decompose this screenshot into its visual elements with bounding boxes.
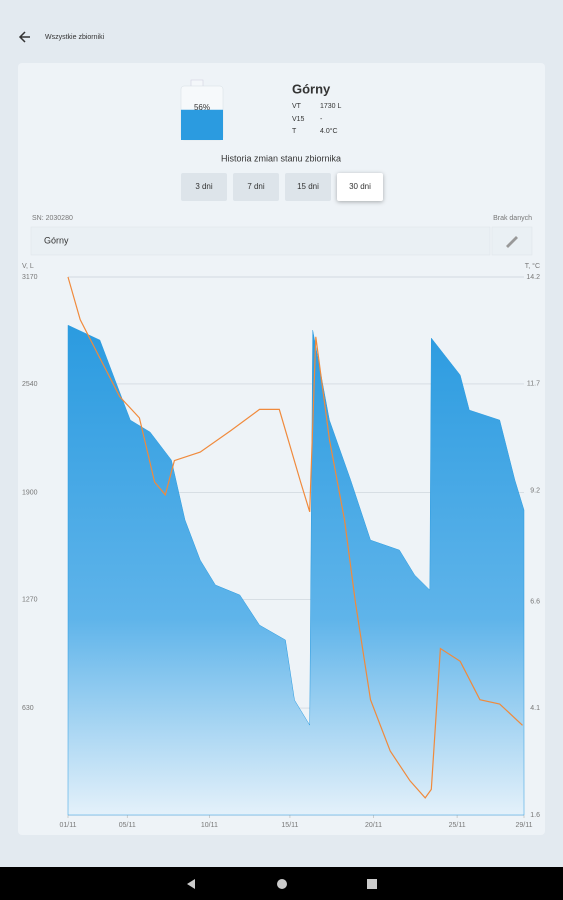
y-axis-label: V, L [22, 263, 34, 270]
x-tick-label: 05/11 [119, 822, 136, 829]
name-input[interactable] [30, 226, 491, 256]
back-label[interactable]: Wszystkie zbiorniki [45, 34, 105, 41]
y2-axis-label: T, °C [525, 262, 540, 270]
tab-label[interactable]: 15 dni [297, 182, 319, 191]
stat-value: 1730 L [320, 103, 342, 110]
stat-label: T [292, 128, 297, 135]
y-tick-label: 2540 [22, 381, 38, 388]
x-tick-label: 01/11 [60, 822, 77, 829]
history-title: Historia zmian stanu zbiornika [221, 153, 341, 163]
tab-label[interactable]: 7 dni [247, 182, 265, 191]
x-tick-label: 15/11 [281, 822, 298, 829]
no-data-label: Brak danych [493, 215, 532, 222]
x-tick-label: 20/11 [365, 822, 382, 829]
stat-label: VT [292, 103, 302, 110]
nav-home[interactable] [277, 879, 287, 889]
y-tick-label: 1270 [22, 596, 38, 603]
stat-value: - [320, 116, 323, 123]
name-field[interactable]: Górny [44, 235, 69, 245]
tab[interactable] [337, 173, 383, 201]
stat-label: V15 [292, 116, 305, 123]
y2-tick-label: 14.2 [526, 274, 540, 281]
y-tick-label: 3170 [22, 274, 38, 281]
temperature-line [67, 276, 523, 799]
tab[interactable] [285, 173, 331, 201]
sn-label: SN: 2030280 [32, 215, 73, 222]
nav-recent[interactable] [367, 879, 377, 889]
fill-label: 56% [194, 103, 210, 112]
tab-label[interactable]: 3 dni [195, 182, 213, 191]
nav-back[interactable] [187, 879, 195, 889]
y2-tick-label: 11.7 [527, 381, 540, 388]
x-tick-label: 10/11 [201, 822, 218, 829]
tab-label[interactable]: 30 dni [349, 182, 371, 191]
tank-name: Górny [292, 81, 331, 96]
stat-value: 4.0°C [320, 127, 338, 135]
tab[interactable] [181, 173, 227, 201]
y2-tick-label: 9.2 [530, 487, 540, 494]
back-button[interactable] [18, 31, 30, 43]
tank-liquid [181, 109, 223, 140]
y2-tick-label: 1.6 [530, 812, 540, 819]
tab[interactable] [233, 173, 279, 201]
y2-tick-label: 4.1 [530, 705, 540, 712]
y2-tick-label: 6.6 [530, 598, 540, 605]
x-tick-label: 25/11 [449, 822, 466, 829]
edit-icon [506, 236, 518, 248]
x-tick-label: 29/11 [516, 822, 533, 829]
y-tick-label: 630 [22, 705, 34, 712]
y-tick-label: 1900 [22, 489, 38, 496]
